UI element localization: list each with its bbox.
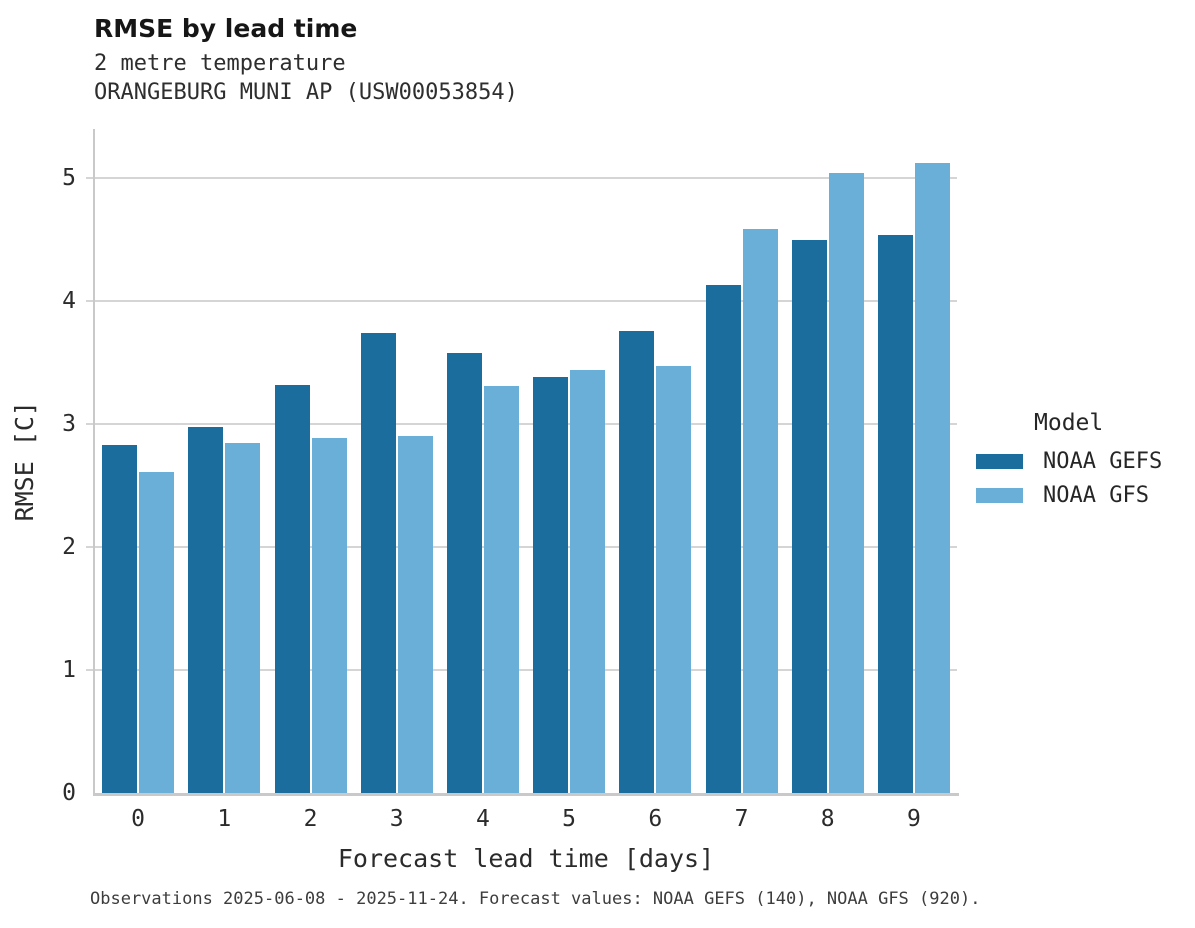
bar-noaa-gfs-lead-0: [139, 472, 175, 793]
x-tick-label-2: 2: [303, 806, 318, 832]
gridline-y-3: [95, 423, 957, 426]
y-axis-title: RMSE [C]: [10, 400, 39, 522]
x-tick-label-5: 5: [562, 806, 577, 832]
legend-item-noaa-gfs: NOAA GFS: [976, 482, 1162, 508]
chart-subtitle-station: ORANGEBURG MUNI AP (USW00053854): [94, 80, 518, 105]
y-tick-mark-4: [86, 300, 93, 303]
y-tick-label-5: 5: [62, 165, 76, 192]
y-tick-label-3: 3: [62, 411, 76, 438]
bar-noaa-gfs-lead-7: [742, 228, 778, 793]
x-axis-title: Forecast lead time [days]: [337, 844, 715, 873]
legend: Model NOAA GEFS NOAA GFS: [976, 410, 1162, 518]
footer-note: Observations 2025-06-08 - 2025-11-24. Fo…: [90, 889, 981, 909]
x-tick-label-3: 3: [389, 806, 404, 832]
bar-noaa-gefs-lead-5: [533, 377, 569, 793]
bar-noaa-gfs-lead-1: [225, 442, 261, 793]
legend-swatch-noaa-gfs: [976, 487, 1023, 503]
chart-subtitle-variable: 2 metre temperature: [94, 51, 346, 76]
bar-noaa-gfs-lead-4: [483, 386, 519, 793]
y-tick-mark-1: [86, 669, 93, 672]
y-tick-label-4: 4: [62, 288, 76, 315]
x-tick-label-8: 8: [820, 806, 835, 832]
x-tick-label-9: 9: [906, 806, 921, 832]
gridline-y-5: [95, 177, 957, 180]
x-tick-label-4: 4: [475, 806, 490, 832]
gridline-y-2: [95, 546, 957, 549]
y-tick-label-1: 1: [62, 657, 76, 684]
x-axis-spine: [93, 793, 959, 796]
gridline-y-4: [95, 300, 957, 303]
x-tick-label-6: 6: [648, 806, 663, 832]
bar-noaa-gefs-lead-1: [188, 426, 224, 793]
bar-noaa-gefs-lead-9: [877, 234, 913, 793]
legend-title: Model: [1034, 410, 1104, 436]
bar-noaa-gefs-lead-7: [705, 285, 741, 793]
bar-noaa-gfs-lead-2: [311, 437, 347, 793]
y-tick-mark-3: [86, 423, 93, 426]
bar-noaa-gfs-lead-8: [828, 173, 864, 793]
y-tick-label-0: 0: [62, 780, 76, 806]
bar-noaa-gefs-lead-6: [619, 330, 655, 793]
plot-area: [86, 129, 957, 793]
bar-noaa-gfs-lead-6: [656, 366, 692, 793]
bar-noaa-gfs-lead-9: [914, 163, 950, 793]
y-tick-mark-5: [86, 177, 93, 180]
legend-label: NOAA GFS: [1043, 482, 1149, 508]
x-tick-label-7: 7: [734, 806, 749, 832]
gridline-y-1: [95, 669, 957, 672]
y-tick-mark-2: [86, 546, 93, 549]
bar-noaa-gefs-lead-8: [791, 239, 827, 793]
bar-noaa-gefs-lead-2: [274, 384, 310, 793]
bar-noaa-gefs-lead-3: [360, 333, 396, 793]
chart-title: RMSE by lead time: [94, 14, 358, 43]
bar-noaa-gfs-lead-3: [397, 436, 433, 793]
bar-noaa-gefs-lead-0: [102, 445, 138, 793]
bar-noaa-gefs-lead-4: [446, 352, 482, 793]
y-tick-label-2: 2: [62, 534, 76, 561]
legend-item-noaa-gefs: NOAA GEFS: [976, 448, 1163, 474]
bar-noaa-gfs-lead-5: [570, 370, 606, 793]
legend-label: NOAA GEFS: [1043, 448, 1163, 474]
x-tick-label-0: 0: [131, 806, 146, 832]
x-tick-label-1: 1: [217, 806, 232, 832]
y-axis-tick-labels: 0 1 2 3 4 5: [0, 129, 80, 805]
legend-swatch-noaa-gefs: [976, 453, 1023, 469]
y-axis-spine: [93, 129, 95, 796]
x-axis-tick-labels: 0 1 2 3 4 5 6 7 8 9: [95, 806, 957, 836]
